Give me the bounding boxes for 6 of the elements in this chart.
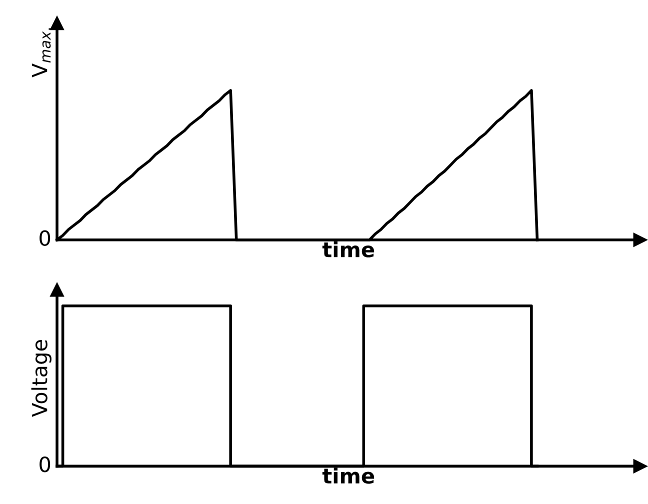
text: 0	[40, 230, 50, 246]
x-axis-title: time	[322, 241, 374, 258]
y-axis-title: Voltage	[31, 340, 52, 417]
x-axis-title: time	[322, 468, 374, 484]
y-axis-title: V$_{max.}$	[32, 28, 51, 78]
text: 0	[40, 456, 50, 472]
